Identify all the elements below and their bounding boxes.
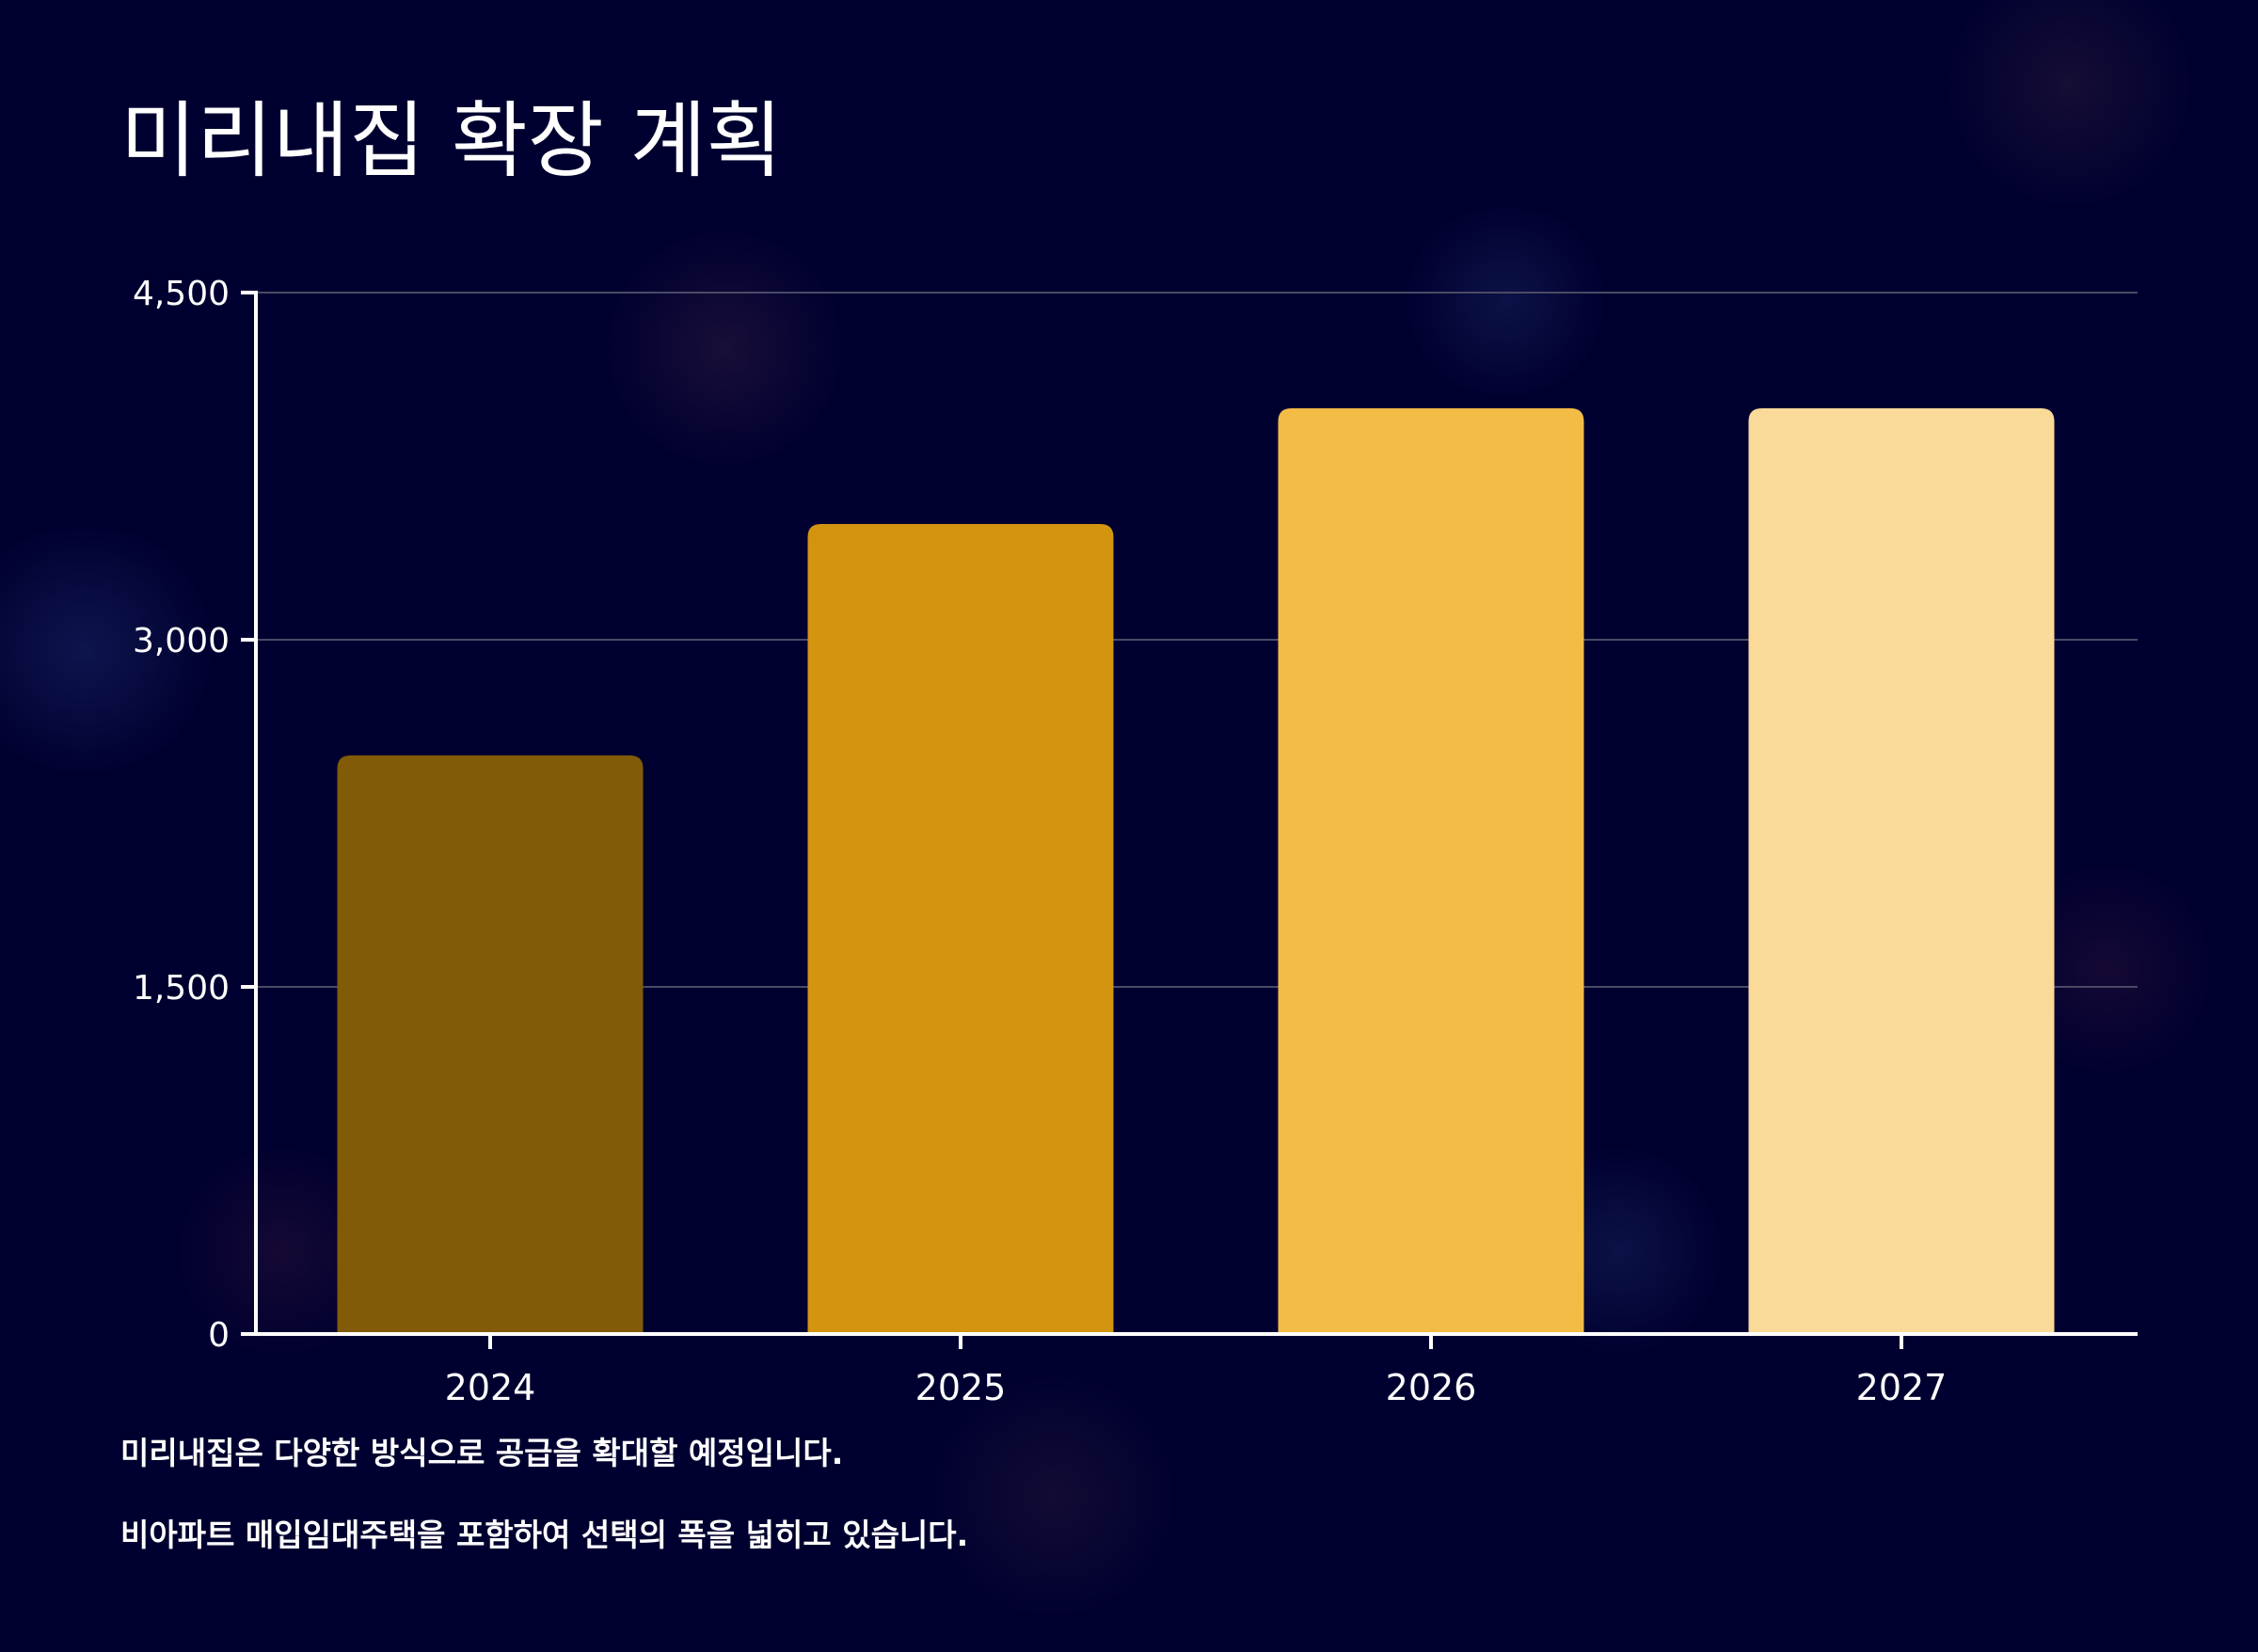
x-tick-label: 2024 xyxy=(445,1367,536,1408)
x-tick-label: 2027 xyxy=(1856,1367,1948,1408)
tick-labels: 0 1,500 3,000 4,500 2024 2025 2026 2027 xyxy=(133,275,1947,1408)
y-tick-label: 3,000 xyxy=(133,622,230,660)
chart-title: 미리내집 확장 계획 xyxy=(120,92,783,189)
bars xyxy=(337,408,2055,1334)
y-tick-label: 0 xyxy=(208,1316,230,1355)
footnote-2: 비아파트 매입임대주택을 포함하여 선택의 폭을 넓히고 있습니다. xyxy=(120,1517,969,1553)
bar-2026 xyxy=(1278,408,1584,1334)
bar-2027 xyxy=(1748,408,2055,1334)
bar-2025 xyxy=(807,524,1114,1334)
axes xyxy=(241,291,2138,1349)
x-tick-label: 2026 xyxy=(1386,1367,1477,1408)
y-tick-label: 4,500 xyxy=(133,275,230,313)
bar-2024 xyxy=(337,755,644,1334)
y-tick-label: 1,500 xyxy=(133,969,230,1008)
x-tick-label: 2025 xyxy=(915,1367,1007,1408)
footnote-1: 미리내집은 다양한 방식으로 공급을 확대할 예정입니다. xyxy=(120,1435,844,1471)
